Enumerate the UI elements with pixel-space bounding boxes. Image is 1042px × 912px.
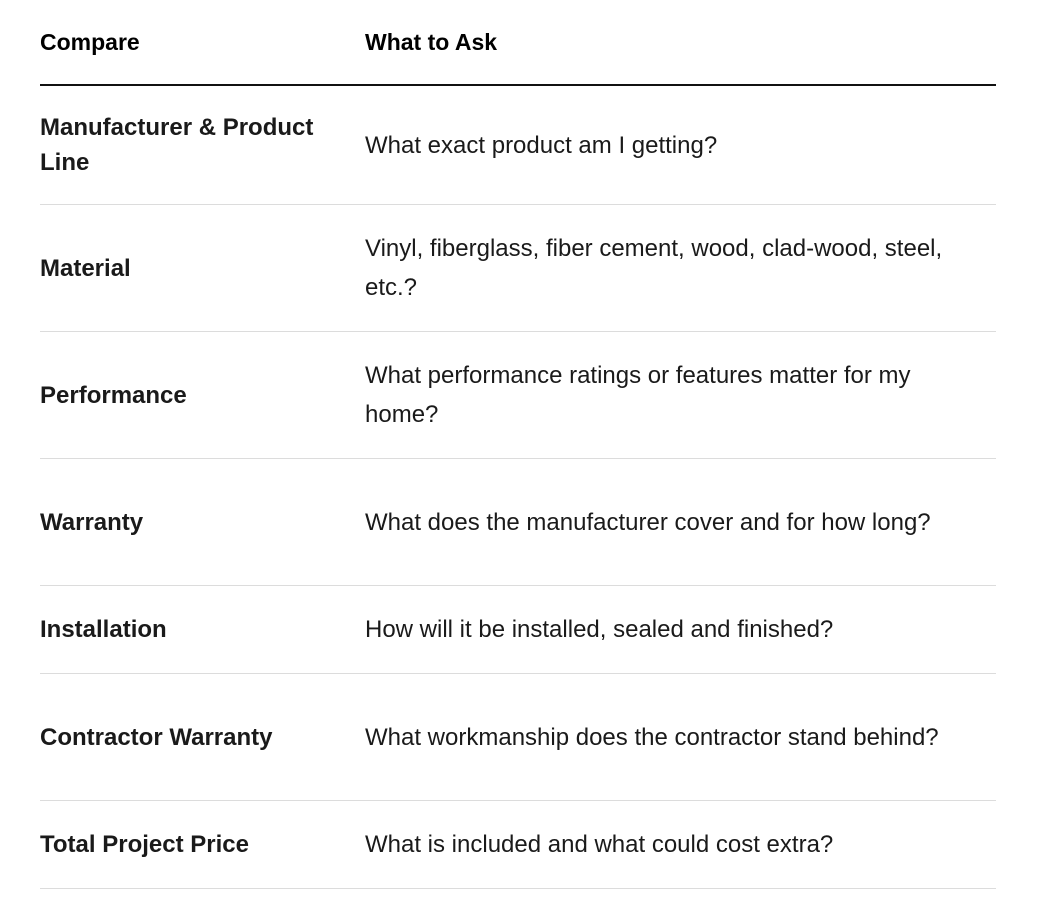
header-cell: Compare (40, 0, 365, 86)
compare-cell: Total Project Price (40, 800, 365, 889)
question-cell: What is included and what could cost ext… (365, 800, 996, 889)
compare-cell: Warranty (40, 458, 365, 586)
table-row: Contractor Warranty What workmanship does… (40, 673, 996, 801)
question-cell: What exact product am I getting? (365, 85, 996, 205)
comparison-table: Compare What to Ask Manufacturer & Produ… (40, 0, 996, 889)
compare-cell: Manufacturer & Product Line (40, 85, 365, 205)
header-row: Compare What to Ask (40, 0, 996, 86)
compare-cell: Contractor Warranty (40, 673, 365, 801)
question-cell: How will it be installed, sealed and fin… (365, 585, 996, 674)
compare-cell: Installation (40, 585, 365, 674)
table-row: Installation How will it be installed, se… (40, 585, 996, 674)
header-cell: What to Ask (365, 0, 996, 86)
table-row: Material Vinyl, fiberglass, fiber cement,… (40, 204, 996, 332)
table-row: Performance What performance ratings or f… (40, 331, 996, 459)
compare-cell: Performance (40, 331, 365, 459)
table-row: Total Project Price What is included and … (40, 800, 996, 889)
table-row: Warranty What does the manufacturer cover… (40, 458, 996, 586)
compare-cell: Material (40, 204, 365, 332)
table-row: Manufacturer & Product Line What exact pr… (40, 85, 996, 205)
question-cell: Vinyl, fiberglass, fiber cement, wood, c… (365, 204, 996, 332)
question-cell: What does the manufacturer cover and for… (365, 458, 996, 586)
question-cell: What performance ratings or features mat… (365, 331, 996, 459)
question-cell: What workmanship does the contractor sta… (365, 673, 996, 801)
